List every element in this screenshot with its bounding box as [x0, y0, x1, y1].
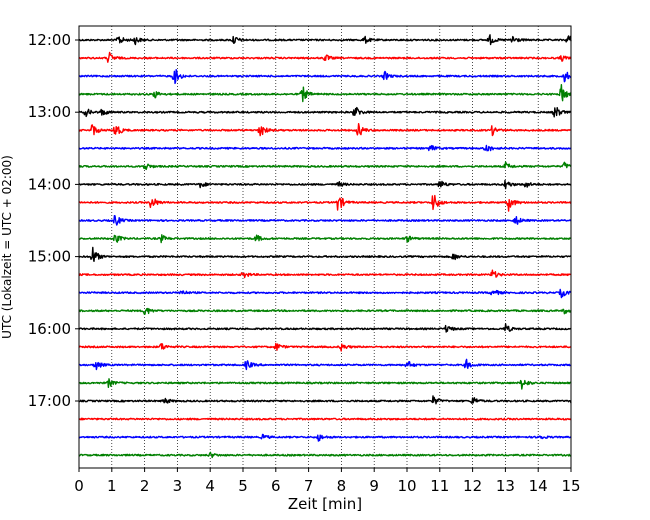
trace-1730 — [78, 433, 572, 442]
trace-1245 — [78, 84, 572, 103]
x-tick-label: 1 — [107, 477, 117, 495]
x-axis-label: Zeit [min] — [288, 495, 362, 513]
trace-1530 — [78, 288, 572, 299]
x-tick-label: 7 — [304, 477, 314, 495]
x-tick-label: 8 — [337, 477, 347, 495]
x-tick-label: 5 — [238, 477, 248, 495]
trace-1430 — [78, 215, 572, 226]
y-tick-label: 13:00 — [28, 103, 71, 121]
trace-1230 — [78, 69, 572, 85]
y-axis-label: UTC (Lokalzeit = UTC + 02:00) — [0, 155, 14, 339]
x-tick-label: 6 — [271, 477, 281, 495]
trace-1745 — [78, 451, 572, 459]
seismic-traces — [78, 34, 572, 459]
trace-1715 — [78, 417, 572, 421]
trace-1400 — [78, 179, 572, 190]
trace-1330 — [78, 144, 572, 152]
x-tick-label: 11 — [430, 477, 449, 495]
trace-1445 — [78, 234, 572, 244]
trace-1200 — [78, 34, 572, 46]
trace-1545 — [78, 307, 572, 315]
x-tick-label: 14 — [529, 477, 548, 495]
x-tick-label: 4 — [205, 477, 215, 495]
y-tick-label: 16:00 — [28, 320, 71, 338]
trace-1600 — [78, 323, 572, 333]
x-tick-label: 10 — [397, 477, 416, 495]
x-tick-label: 3 — [173, 477, 183, 495]
y-tick-label: 12:00 — [28, 31, 71, 49]
trace-1300 — [78, 106, 572, 118]
trace-1415 — [78, 194, 572, 212]
trace-1500 — [78, 246, 572, 262]
trace-1615 — [78, 342, 572, 352]
trace-1630 — [78, 358, 572, 371]
y-tick-label: 15:00 — [28, 248, 71, 266]
y-tick-label: 14:00 — [28, 175, 71, 193]
x-tick-label: 13 — [496, 477, 515, 495]
plot-frame — [78, 25, 572, 469]
y-tick-label: 17:00 — [28, 392, 71, 410]
x-tick-label: 15 — [561, 477, 580, 495]
x-tick-label: 2 — [140, 477, 150, 495]
x-tick-label: 0 — [74, 477, 84, 495]
x-tick-label: 9 — [369, 477, 379, 495]
trace-1315 — [78, 123, 572, 137]
trace-1215 — [78, 51, 572, 63]
x-tick-label: 12 — [463, 477, 482, 495]
trace-1645 — [78, 378, 572, 390]
trace-1345 — [78, 161, 572, 171]
y-axis-ticks: 12:00 13:00 14:00 15:00 16:00 17:00 — [28, 31, 79, 410]
x-axis-ticks: 0 1 2 3 4 5 6 7 8 9 10 11 12 13 14 15 — [74, 468, 581, 495]
trace-1515 — [78, 269, 572, 279]
trace-1700 — [78, 395, 572, 405]
